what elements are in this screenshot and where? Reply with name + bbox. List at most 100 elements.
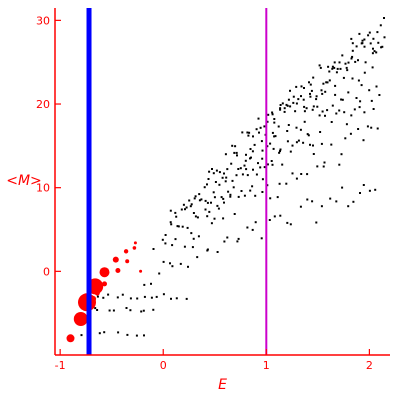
data-point <box>315 95 318 98</box>
data-point <box>107 293 110 296</box>
data-point <box>355 97 358 99</box>
data-points <box>80 17 386 337</box>
data-point <box>204 208 207 211</box>
data-point <box>342 76 345 79</box>
data-point <box>351 55 354 58</box>
data-point <box>150 296 153 299</box>
data-point <box>126 333 129 336</box>
data-point <box>152 308 155 311</box>
data-point <box>331 104 334 107</box>
data-point <box>211 168 213 170</box>
data-point <box>212 191 215 194</box>
data-point <box>175 297 178 300</box>
data-point <box>354 60 357 63</box>
data-point <box>210 201 212 204</box>
data-point <box>370 126 373 129</box>
data-point <box>251 228 254 231</box>
data-point <box>196 216 199 219</box>
data-point <box>257 162 259 165</box>
data-point <box>320 89 323 92</box>
y-tick-label: 10 <box>36 182 50 195</box>
data-point <box>207 178 210 180</box>
y-axis-label: <M> <box>6 173 42 189</box>
data-point <box>372 37 375 40</box>
data-point <box>241 131 244 134</box>
data-point <box>343 111 346 114</box>
data-point <box>358 32 361 35</box>
x-tick-label: 0 <box>160 359 167 372</box>
highlight-point <box>94 290 100 296</box>
data-point <box>285 103 288 106</box>
data-point <box>216 251 219 253</box>
data-point <box>271 131 274 134</box>
data-point <box>259 126 262 129</box>
data-point <box>326 109 329 112</box>
data-point <box>377 41 380 44</box>
data-point <box>383 17 385 19</box>
data-point <box>329 197 332 200</box>
highlight-point <box>73 312 88 326</box>
data-point <box>164 242 167 245</box>
data-point <box>271 111 274 114</box>
data-point <box>330 143 333 146</box>
data-point <box>143 283 146 286</box>
data-point <box>277 125 280 128</box>
data-point <box>212 172 215 175</box>
data-point <box>303 87 305 89</box>
data-point <box>368 189 371 192</box>
data-point <box>272 147 275 150</box>
data-point <box>150 282 152 285</box>
data-point <box>260 140 263 143</box>
data-point <box>283 110 286 113</box>
data-point <box>221 176 224 179</box>
data-point <box>303 110 306 113</box>
data-point <box>255 173 258 176</box>
data-point <box>312 105 315 108</box>
data-point <box>254 194 257 197</box>
data-point <box>350 114 353 117</box>
data-point <box>117 331 120 334</box>
data-point <box>263 125 266 128</box>
data-point <box>169 209 172 212</box>
data-point <box>289 105 292 108</box>
data-point <box>324 90 327 93</box>
data-point <box>279 214 282 217</box>
data-point <box>352 200 355 203</box>
data-point <box>278 182 281 185</box>
data-point <box>339 67 342 70</box>
data-point <box>306 133 309 136</box>
data-point <box>331 67 334 70</box>
data-point <box>236 240 239 243</box>
data-point <box>223 201 225 204</box>
data-point <box>285 182 288 185</box>
data-point <box>227 190 230 193</box>
data-point <box>200 198 203 201</box>
data-point <box>323 161 326 164</box>
data-point <box>299 205 302 208</box>
data-point <box>180 208 183 211</box>
data-point <box>299 128 302 131</box>
data-point <box>225 176 228 179</box>
data-point <box>245 153 247 156</box>
data-point <box>96 309 99 311</box>
data-point <box>309 83 312 86</box>
data-point <box>273 215 276 218</box>
data-point <box>253 143 256 146</box>
data-point <box>208 170 211 173</box>
data-point <box>353 108 356 111</box>
data-point <box>312 76 315 79</box>
data-point <box>341 186 344 189</box>
data-point <box>286 130 289 132</box>
data-point <box>233 151 236 154</box>
data-point <box>369 42 372 45</box>
data-point <box>297 98 300 101</box>
data-point <box>237 195 240 198</box>
data-point <box>191 246 194 249</box>
data-point <box>224 180 227 183</box>
data-point <box>340 153 343 156</box>
data-point <box>234 145 237 148</box>
data-point <box>344 137 347 140</box>
data-point <box>267 113 270 116</box>
data-point <box>310 89 313 92</box>
